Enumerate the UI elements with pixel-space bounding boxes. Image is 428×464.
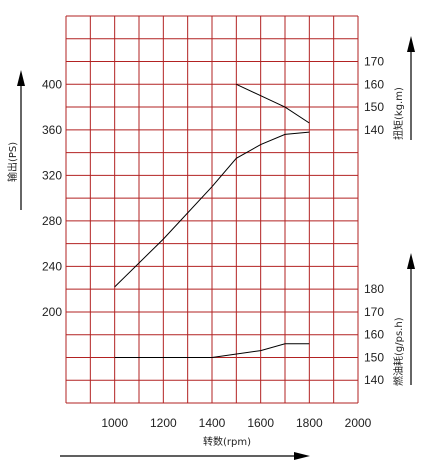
x-tick-label: 1000 [101,416,128,430]
output-tick-label: 280 [42,214,62,228]
torque-tick-label: 140 [364,123,384,137]
fuel-series-line [114,343,310,358]
x-tick-label: 1600 [247,416,274,430]
fuel-tick-label: 150 [364,350,384,364]
fuel-axis-label: 燃油耗(g/ps.h) [392,317,405,386]
fuel-axis-arrowhead [407,253,415,269]
series-lines [114,83,310,358]
torque-tick-label: 160 [364,77,384,91]
x-tick-label: 1400 [199,416,226,430]
torque-axis-title-group: 扭矩(kg.m) [392,36,415,140]
output-axis-label: 输出(PS) [6,142,19,182]
torque-series-line [236,83,310,124]
torque-axis-arrowhead [407,36,415,52]
x-tick-label: 2000 [345,416,372,430]
fuel-tick-label: 140 [364,373,384,387]
fuel-tick-label: 160 [364,328,384,342]
fuel-axis-title-group: 燃油耗(g/ps.h) [392,253,415,386]
torque-axis-label: 扭矩(kg.m) [392,87,405,140]
torque-tick-label: 170 [364,55,384,69]
x-axis-arrowhead [294,452,310,460]
output-tick-label: 360 [42,123,62,137]
x-tick-label: 1200 [150,416,177,430]
tick-labels: 1000 1200 1400 1600 1800 2000 200 240 280 320 360 4… [42,55,384,430]
output-axis-arrowhead [17,70,25,86]
output-axis-title-group: 输出(PS) [6,70,25,210]
x-axis-label: 转数(rpm) [203,435,251,448]
output-tick-label: 320 [42,168,62,182]
output-series-line [114,131,310,288]
x-axis-title-group: 转数(rpm) [60,435,310,460]
x-tick-label: 1800 [296,416,323,430]
grid [65,15,359,404]
output-tick-label: 240 [42,259,62,273]
fuel-tick-label: 170 [364,305,384,319]
torque-tick-label: 150 [364,100,384,114]
fuel-tick-label: 180 [364,282,384,296]
output-tick-label: 200 [42,305,62,319]
output-tick-label: 400 [42,77,62,91]
